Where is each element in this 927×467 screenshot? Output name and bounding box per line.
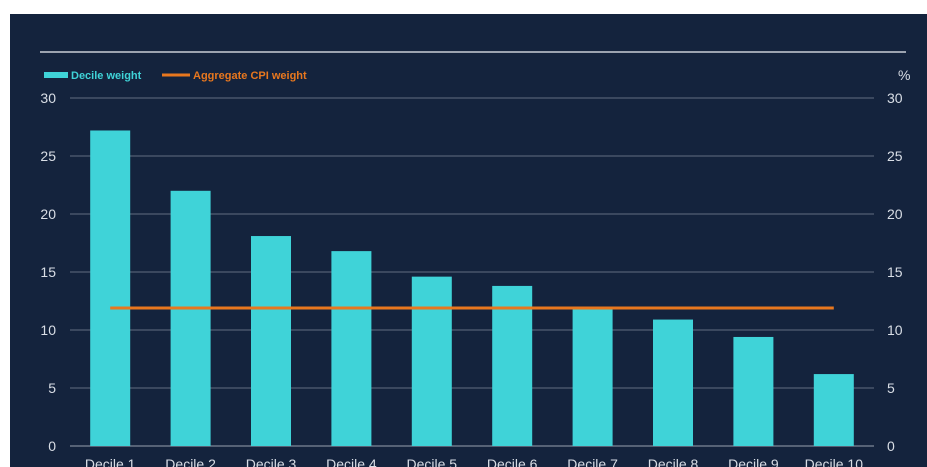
y-unit-label: % [898, 67, 910, 83]
y-tick-left-0: 0 [48, 438, 56, 454]
y-tick-left-5: 5 [48, 380, 56, 396]
y-tick-left-20: 20 [40, 206, 56, 222]
bar-decile-9 [733, 336, 774, 446]
chart-content: 0 0 5 5 10 10 15 15 20 20 25 25 30 30% Decile 1 Decile … [40, 51, 910, 467]
bar-decile-10 [813, 374, 854, 446]
x-tick-decile-5: Decile 5 [407, 456, 458, 467]
y-tick-right-25: 25 [887, 148, 903, 164]
bar-decile-1 [90, 130, 131, 447]
y-tick-right-20: 20 [887, 206, 903, 222]
y-tick-left-10: 10 [40, 322, 56, 338]
bar-decile-2 [170, 190, 211, 446]
legend-swatch-decile-weight [44, 72, 68, 78]
x-tick-decile-2: Decile 2 [165, 456, 216, 467]
bar-decile-6 [492, 285, 533, 446]
bar-decile-4 [331, 251, 372, 446]
legend-label-decile-weight: Decile weight [71, 70, 142, 82]
legend-label-aggregate-cpi: Aggregate CPI weight [193, 70, 307, 82]
chart-panel [10, 14, 927, 467]
x-tick-decile-3: Decile 3 [246, 456, 297, 467]
bar-decile-3 [251, 236, 291, 446]
y-tick-right-5: 5 [887, 380, 895, 396]
bar-decile-5 [411, 276, 452, 446]
x-tick-decile-9: Decile 9 [728, 456, 779, 467]
y-tick-right-10: 10 [887, 322, 903, 338]
x-tick-decile-10: Decile 10 [805, 456, 864, 467]
x-tick-decile-4: Decile 4 [326, 456, 377, 467]
x-tick-decile-1: Decile 1 [85, 456, 136, 467]
y-tick-left-30: 30 [40, 90, 56, 106]
y-tick-left-25: 25 [40, 148, 56, 164]
x-tick-decile-7: Decile 7 [567, 456, 618, 467]
y-tick-right-0: 0 [887, 438, 895, 454]
legend: Decile weight Aggregate CPI weight [44, 70, 307, 82]
y-tick-left-15: 15 [40, 264, 56, 280]
bar-decile-8 [653, 319, 693, 446]
bar-decile-7 [572, 306, 613, 446]
x-tick-decile-8: Decile 8 [648, 456, 699, 467]
y-tick-right-30: 30 [887, 90, 903, 106]
y-tick-right-15: 15 [887, 264, 903, 280]
x-tick-decile-6: Decile 6 [487, 456, 538, 467]
